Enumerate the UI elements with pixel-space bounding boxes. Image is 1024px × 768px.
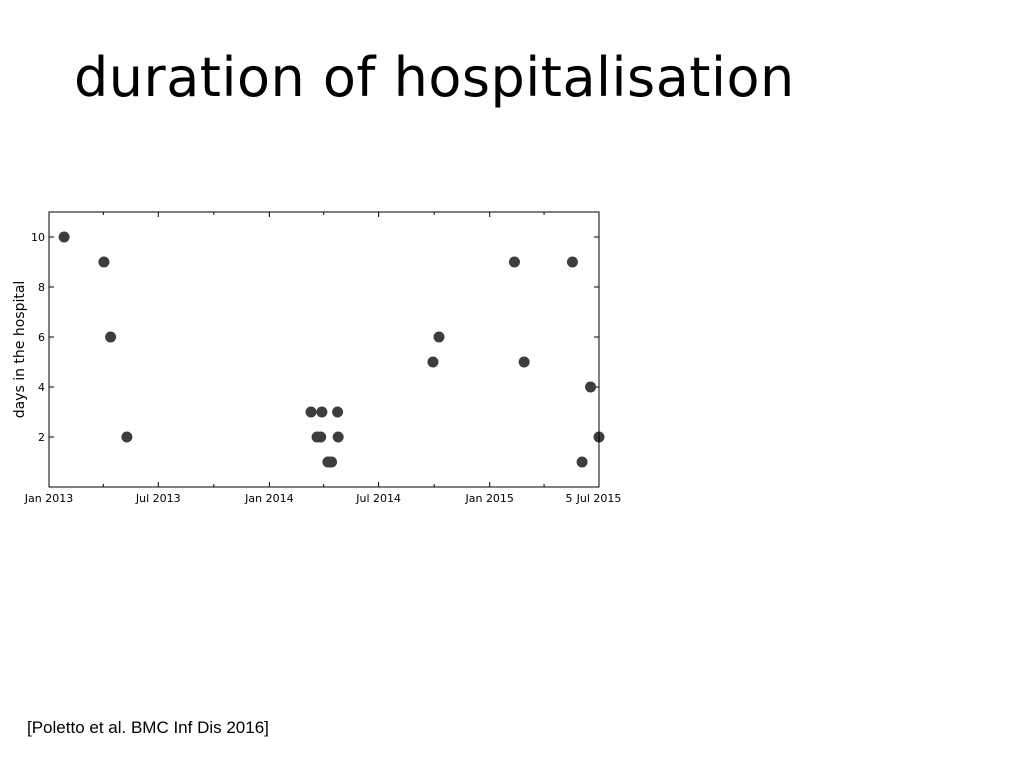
data-point [121,431,133,443]
data-point [433,331,445,343]
x-tick-label: Jan 2013 [24,492,73,505]
x-tick-label: Jan 2014 [244,492,293,505]
y-tick-label: 6 [38,331,45,344]
data-points [58,231,605,468]
data-point [576,456,588,468]
data-point [427,356,439,368]
y-axis-label-group: days in the hospital [12,281,28,419]
x-tick-label: Jul 2013 [135,492,181,505]
slide-title: duration of hospitalisation [74,46,795,109]
x-tick-label: Jan 2015 [464,492,513,505]
data-point [518,356,530,368]
x-tick-label: Jul 2015 [576,492,622,505]
y-tick-label: 8 [38,281,45,294]
data-point [315,431,327,443]
data-point [305,406,317,418]
axis-tick-labels: Jan 2013 Jul 2013 Jan 2014 Jul 2014 Jan 2015… [24,231,622,505]
x-tick-label: Jul 2014 [355,492,401,505]
data-point [585,381,597,393]
y-tick-label: 10 [31,231,45,244]
chart-annotation: 5 [566,492,573,505]
data-point [332,431,344,443]
data-point [98,256,110,268]
axis-ticks [48,212,600,487]
chart-annotations: 5 [566,492,573,505]
data-point [508,256,520,268]
data-point [566,256,578,268]
data-point [326,456,338,468]
plot-frame [48,211,600,488]
data-point [58,231,70,243]
citation: [Poletto et al. BMC Inf Dis 2016] [27,718,269,737]
data-point [332,406,344,418]
y-tick-label: 2 [38,431,45,444]
scatter-chart: days in the hospital Jan 2013 Jul 2013 Jan… [12,211,622,505]
data-point [316,406,328,418]
y-axis-label: days in the hospital [12,281,28,419]
y-tick-label: 4 [38,381,45,394]
data-point [105,331,117,343]
